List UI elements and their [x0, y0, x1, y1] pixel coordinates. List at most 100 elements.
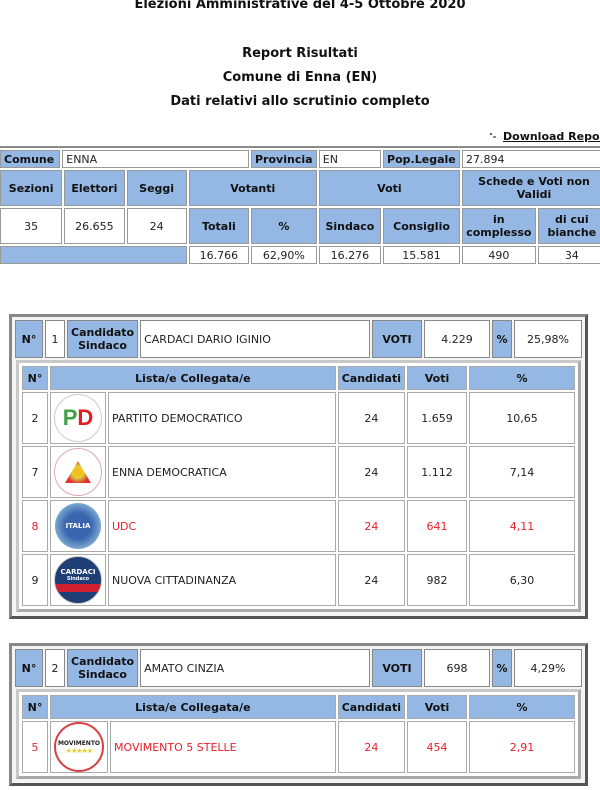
candidato-label: Candidato Sindaco — [67, 649, 139, 687]
candidati-header: Candidati — [337, 366, 405, 390]
pop-legale-value: 27.894 — [462, 150, 600, 168]
comune-title: Comune di Enna (EN) — [222, 70, 378, 85]
list-logo-cell — [50, 446, 106, 498]
candidate-votes: 4.229 — [424, 320, 490, 358]
lists-container: N° Lista/e Collegata/e Candidati Voti % … — [16, 360, 581, 612]
comune-value: ENNA — [62, 150, 249, 168]
list-voti: 454 — [407, 721, 467, 773]
summary-table: Comune ENNA Provincia EN Pop.Legale 27.8… — [0, 148, 600, 266]
list-name-header: Lista/e Collegata/e — [50, 366, 336, 390]
elettori-value: 26.655 — [64, 208, 125, 244]
list-row: 5 MOVIMENTO ★★★★★ MOVIMENTO 5 STELLE 24 … — [22, 721, 575, 773]
blank-cell — [0, 246, 187, 264]
list-voti: 1.659 — [407, 392, 467, 444]
list-logo-cell: ITALIA — [50, 500, 106, 552]
list-name: ENNA DEMOCRATICA — [108, 446, 336, 498]
election-title: Elezioni Amministrative del 4-5 Ottobre … — [134, 0, 466, 12]
list-logo-cell: MOVIMENTO ★★★★★ — [50, 721, 108, 773]
list-row: 8 ITALIA UDC 24 641 4,11 — [22, 500, 575, 552]
pct-label: % — [492, 649, 512, 687]
list-logo-cell: CARDACI Sindaco — [50, 554, 106, 606]
list-row: 9 CARDACI Sindaco NUOVA CITTADINANZA 24 … — [22, 554, 575, 606]
candidate-name: AMATO CINZIA — [140, 649, 370, 687]
candidate-header: N° 1 Candidato Sindaco CARDACI DARIO IGI… — [13, 318, 584, 360]
comune-label: Comune — [0, 150, 61, 168]
download-report-link[interactable]: Download Repor — [503, 130, 600, 143]
lists-table: N° Lista/e Collegata/e Candidati Voti % … — [20, 364, 577, 608]
download-report[interactable]: Download Repor — [490, 130, 600, 143]
candidate-number: 1 — [45, 320, 65, 358]
subtitle: Dati relativi allo scrutinio completo — [170, 94, 430, 109]
list-number: 7 — [22, 446, 48, 498]
sezioni-header: Sezioni — [0, 170, 63, 206]
list-row: 7 ENNA DEMOCRATICA 24 1.112 7,14 — [22, 446, 575, 498]
in-complesso-header: in complesso — [462, 208, 536, 244]
list-number: 2 — [22, 392, 48, 444]
list-name: MOVIMENTO 5 STELLE — [110, 721, 336, 773]
candidate-box-1: N° 1 Candidato Sindaco CARDACI DARIO IGI… — [9, 314, 588, 619]
list-percent: 10,65 — [469, 392, 575, 444]
pct-label: % — [492, 320, 512, 358]
num-label: N° — [15, 649, 43, 687]
consiglio-header: Consiglio — [383, 208, 461, 244]
list-candidati: 24 — [337, 554, 405, 606]
udc-logo-icon: ITALIA — [55, 503, 101, 549]
voti-consiglio-value: 15.581 — [383, 246, 461, 264]
comune-row: Comune ENNA Provincia EN Pop.Legale 27.8… — [0, 150, 600, 168]
report-title: Report Risultati — [242, 46, 358, 61]
votanti-header: Votanti — [188, 170, 317, 206]
list-name: NUOVA CITTADINANZA — [108, 554, 336, 606]
list-num-header: N° — [22, 695, 48, 719]
seggi-header: Seggi — [126, 170, 187, 206]
list-name-header: Lista/e Collegata/e — [50, 695, 336, 719]
candidato-label: Candidato Sindaco — [67, 320, 139, 358]
divider — [0, 146, 600, 148]
list-voti: 641 — [407, 500, 467, 552]
candidate-number: 2 — [45, 649, 65, 687]
bianche-header: di cui bianche — [537, 208, 600, 244]
list-candidati: 24 — [337, 392, 405, 444]
provincia-value: EN — [318, 150, 382, 168]
list-name: UDC — [108, 500, 336, 552]
sezioni-value: 35 — [0, 208, 63, 244]
summary-totals-row: 16.766 62,90% 16.276 15.581 490 34 — [0, 246, 600, 264]
bianche-value: 34 — [537, 246, 600, 264]
elettori-header: Elettori — [64, 170, 125, 206]
voti-header: Voti — [318, 170, 461, 206]
votanti-pct-header: % — [251, 208, 317, 244]
in-complesso-value: 490 — [462, 246, 536, 264]
enna-democratica-logo-icon — [54, 448, 102, 496]
pop-legale-label: Pop.Legale — [383, 150, 461, 168]
provincia-label: Provincia — [251, 150, 317, 168]
list-num-header: N° — [22, 366, 48, 390]
candidate-box-2: N° 2 Candidato Sindaco AMATO CINZIA VOTI… — [9, 643, 588, 786]
votanti-totali-value: 16.766 — [188, 246, 249, 264]
candidate-name: CARDACI DARIO IGINIO — [140, 320, 370, 358]
non-validi-header: Schede e Voti non Validi — [462, 170, 600, 206]
list-percent: 4,11 — [469, 500, 575, 552]
summary-values-row: 35 26.655 24 Totali % Sindaco Consiglio … — [0, 208, 600, 244]
list-number: 5 — [22, 721, 48, 773]
candidate-percent: 25,98% — [514, 320, 582, 358]
pct-header: % — [469, 695, 575, 719]
sindaco-header: Sindaco — [318, 208, 382, 244]
num-label: N° — [15, 320, 43, 358]
voti-header: Voti — [407, 366, 467, 390]
list-percent: 6,30 — [469, 554, 575, 606]
voti-label: VOTI — [372, 649, 422, 687]
seggi-value: 24 — [126, 208, 187, 244]
list-number: 9 — [22, 554, 48, 606]
votanti-pct-value: 62,90% — [251, 246, 317, 264]
candidate-percent: 4,29% — [514, 649, 582, 687]
summary-header-row: Sezioni Elettori Seggi Votanti Voti Sche… — [0, 170, 600, 206]
list-voti: 982 — [407, 554, 467, 606]
candidate-header: N° 2 Candidato Sindaco AMATO CINZIA VOTI… — [13, 647, 584, 689]
cardaci-sindaco-logo-icon: CARDACI Sindaco — [54, 556, 102, 604]
candidate-votes: 698 — [424, 649, 490, 687]
voti-label: VOTI — [372, 320, 422, 358]
list-candidati: 24 — [337, 500, 405, 552]
list-name: PARTITO DEMOCRATICO — [108, 392, 336, 444]
